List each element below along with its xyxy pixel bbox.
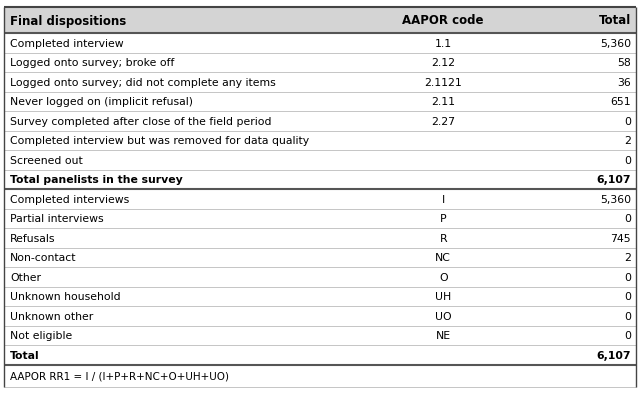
Text: Unknown other: Unknown other	[10, 311, 93, 321]
Text: Final dispositions: Final dispositions	[10, 14, 126, 27]
Text: AAPOR RR1 = I / (I+P+R+NC+O+UH+UO): AAPOR RR1 = I / (I+P+R+NC+O+UH+UO)	[10, 371, 229, 380]
Text: 5,360: 5,360	[600, 39, 631, 49]
Text: 2.11: 2.11	[431, 97, 455, 107]
Text: I: I	[442, 194, 445, 204]
Text: 2.1121: 2.1121	[424, 78, 462, 88]
Text: Partial interviews: Partial interviews	[10, 214, 104, 224]
Text: P: P	[440, 214, 447, 224]
Bar	[4, 8, 636, 34]
Text: Total panelists in the survey: Total panelists in the survey	[10, 175, 183, 185]
Text: Screened out: Screened out	[10, 155, 83, 165]
Text: 1.1: 1.1	[435, 39, 452, 49]
Text: 745: 745	[611, 233, 631, 243]
Text: 0: 0	[624, 155, 631, 165]
Text: R: R	[440, 233, 447, 243]
Text: 0: 0	[624, 117, 631, 126]
Text: 2: 2	[624, 253, 631, 263]
Text: Non-contact: Non-contact	[10, 253, 77, 263]
Text: 0: 0	[624, 272, 631, 282]
Text: 0: 0	[624, 292, 631, 301]
Text: Logged onto survey; broke off: Logged onto survey; broke off	[10, 58, 174, 68]
Text: Refusals: Refusals	[10, 233, 56, 243]
Text: 0: 0	[624, 330, 631, 340]
Text: Unknown household: Unknown household	[10, 292, 120, 301]
Text: 0: 0	[624, 214, 631, 224]
Text: AAPOR code: AAPOR code	[403, 14, 484, 27]
Text: Completed interview but was removed for data quality: Completed interview but was removed for …	[10, 136, 309, 146]
Text: 2: 2	[624, 136, 631, 146]
Text: NC: NC	[435, 253, 451, 263]
Text: Survey completed after close of the field period: Survey completed after close of the fiel…	[10, 117, 271, 126]
Text: Completed interview: Completed interview	[10, 39, 124, 49]
Text: 651: 651	[611, 97, 631, 107]
Text: 6,107: 6,107	[596, 350, 631, 360]
Text: Other: Other	[10, 272, 41, 282]
Text: UO: UO	[435, 311, 452, 321]
Text: 6,107: 6,107	[596, 175, 631, 185]
Text: Total: Total	[599, 14, 631, 27]
Text: 36: 36	[617, 78, 631, 88]
Text: UH: UH	[435, 292, 451, 301]
Text: NE: NE	[436, 330, 451, 340]
Text: 5,360: 5,360	[600, 194, 631, 204]
Text: O: O	[439, 272, 447, 282]
Text: Completed interviews: Completed interviews	[10, 194, 129, 204]
Text: 58: 58	[617, 58, 631, 68]
Text: Total: Total	[10, 350, 40, 360]
Text: Not eligible: Not eligible	[10, 330, 72, 340]
Text: 2.27: 2.27	[431, 117, 455, 126]
Text: 0: 0	[624, 311, 631, 321]
Text: Logged onto survey; did not complete any items: Logged onto survey; did not complete any…	[10, 78, 276, 88]
Text: Never logged on (implicit refusal): Never logged on (implicit refusal)	[10, 97, 193, 107]
Text: 2.12: 2.12	[431, 58, 455, 68]
